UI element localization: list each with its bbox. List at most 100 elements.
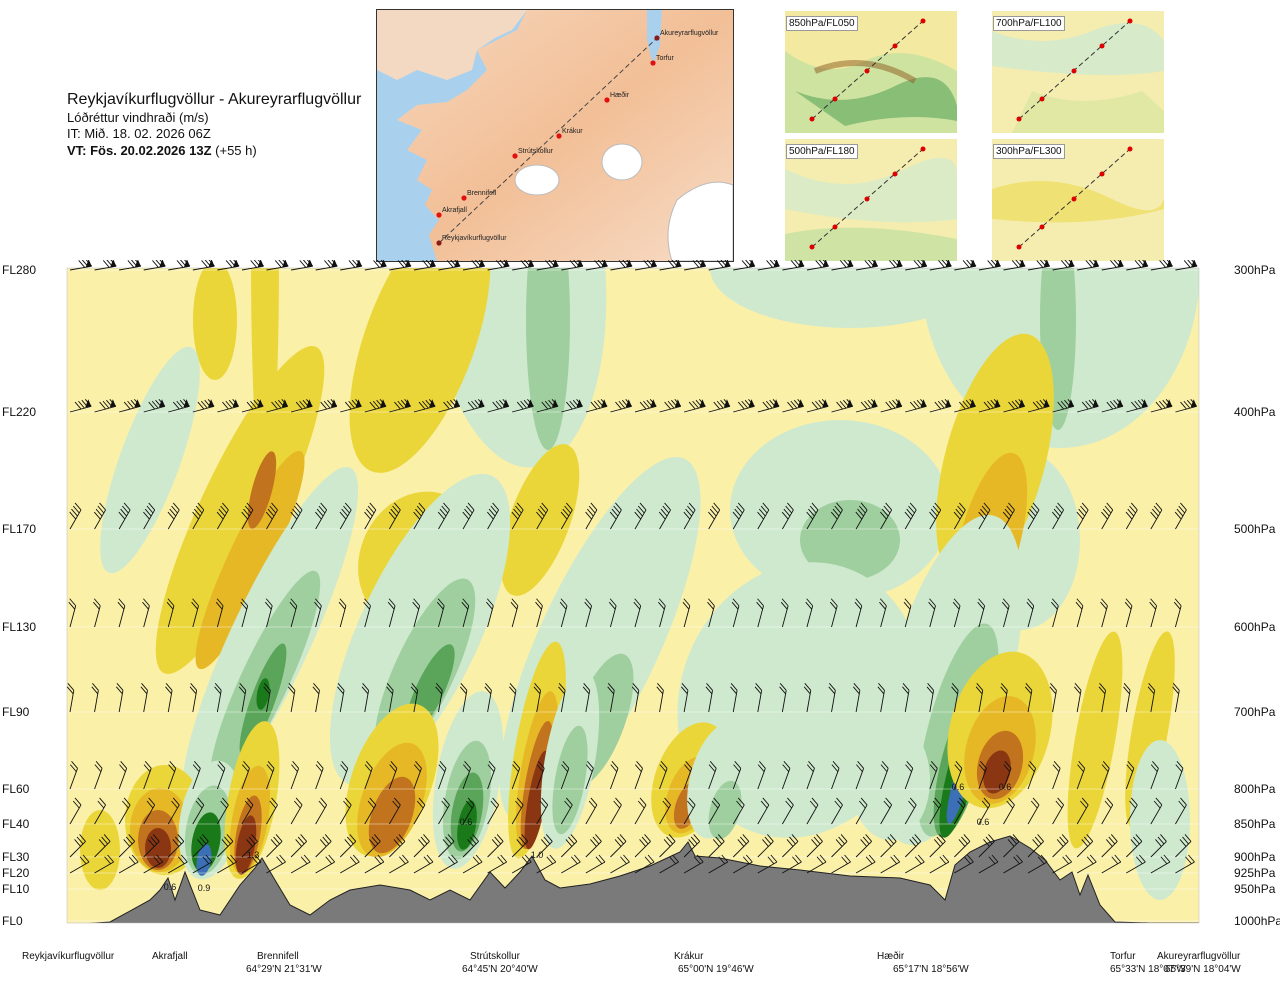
wind-barb <box>94 797 106 825</box>
pressure-level-label: 925hPa <box>1234 866 1276 880</box>
wind-barb <box>241 399 264 413</box>
location-name: Torfur <box>1110 951 1136 962</box>
wind-barb <box>143 502 156 530</box>
wind-barb <box>167 502 180 530</box>
map-waypoint-label: Hæðir <box>610 91 630 99</box>
wind-barb <box>880 834 897 858</box>
wind-barb <box>167 797 180 825</box>
contour-region <box>800 500 900 580</box>
wind-barb <box>69 502 82 530</box>
wind-barb <box>585 834 602 858</box>
wind-barb <box>240 598 249 628</box>
map-waypoint-label: Strútskollur <box>518 148 554 155</box>
mini-map-label: 300hPa/FL300 <box>993 144 1065 159</box>
wind-barb <box>708 761 717 790</box>
wind-barb <box>291 260 314 271</box>
wind-barb <box>340 260 363 271</box>
wind-barb <box>389 854 409 874</box>
wind-barb <box>561 399 583 413</box>
wind-barb <box>659 399 682 413</box>
pressure-level-label: 850hPa <box>1234 817 1276 831</box>
wind-barb <box>1126 854 1146 874</box>
wind-barb <box>315 502 328 530</box>
wind-barb <box>1150 260 1173 271</box>
wind-barb <box>806 834 823 858</box>
wind-barb <box>140 683 148 713</box>
wind-barb <box>1174 502 1187 530</box>
wind-barb <box>830 502 843 530</box>
wind-barb <box>118 834 136 858</box>
wind-barb <box>1076 502 1089 530</box>
wind-barb <box>975 683 984 713</box>
terrain-profile <box>88 835 1199 923</box>
wind-barb <box>340 399 362 413</box>
wind-barb <box>929 399 952 413</box>
wind-barb <box>560 834 578 858</box>
location-coordinate: 65°33'N 18°07'W <box>1110 964 1186 975</box>
wind-barb <box>978 502 991 530</box>
wind-barb <box>339 854 360 874</box>
wind-barb <box>461 598 470 628</box>
wind-barb <box>1101 854 1122 874</box>
wind-barb <box>780 598 789 628</box>
wind-barb <box>1051 598 1059 628</box>
wind-barb <box>954 854 974 874</box>
wind-barb <box>312 683 320 713</box>
wind-barb <box>1101 399 1124 413</box>
pressure-level-label: 800hPa <box>1234 782 1276 796</box>
wind-barb <box>732 502 745 530</box>
wind-barb <box>142 598 150 628</box>
wind-barb <box>1074 683 1082 713</box>
mini-map-300: 300hPa/FL300 <box>992 139 1164 261</box>
wind-barb <box>438 761 447 790</box>
wind-barb <box>610 761 619 790</box>
wind-barb <box>1027 797 1040 825</box>
wind-barb <box>926 683 935 713</box>
wind-barb <box>757 502 770 530</box>
wind-barb <box>462 761 471 790</box>
wind-barb <box>634 797 647 825</box>
wind-barb <box>217 854 237 874</box>
value-label: 0.6 <box>999 782 1012 792</box>
wind-barb <box>69 399 92 413</box>
wind-barb <box>634 761 643 790</box>
wind-barb <box>904 854 925 874</box>
flight-level-label: FL280 <box>2 263 37 277</box>
mini-map-500: 500hPa/FL180 <box>785 139 957 261</box>
wind-barb <box>339 834 357 858</box>
wind-barb <box>634 260 658 271</box>
wind-barb <box>238 683 247 713</box>
wind-barb <box>1077 399 1099 413</box>
wind-barb <box>68 598 77 628</box>
flight-level-label: FL40 <box>2 817 30 831</box>
pressure-level-label: 950hPa <box>1234 882 1276 896</box>
wind-barb <box>608 598 617 628</box>
wind-barb <box>1076 854 1097 874</box>
flight-level-label: FL30 <box>2 850 30 864</box>
wind-barb <box>1052 797 1064 825</box>
wind-barb <box>680 683 689 713</box>
wind-barb <box>363 598 371 628</box>
wind-barb <box>1175 854 1195 874</box>
cross-section-chart: 0.6 0.9 1.3 0.6 1.0 0.6 0.6 0.6 <box>66 260 1200 924</box>
wind-barb <box>94 854 114 874</box>
wind-barb <box>241 260 264 271</box>
wind-barb <box>929 761 938 790</box>
wind-barb <box>659 761 668 790</box>
wind-barb <box>928 598 936 628</box>
wind-barb <box>806 761 815 790</box>
map-waypoint-label: Krákur <box>562 128 583 135</box>
wind-barb <box>929 260 952 271</box>
wind-barb <box>1001 598 1010 628</box>
wind-barb <box>511 761 521 790</box>
wind-barb <box>118 502 131 530</box>
wind-barb <box>634 502 647 530</box>
pressure-level-label: 500hPa <box>1234 522 1276 536</box>
wind-barb <box>831 854 851 874</box>
wind-barb <box>314 598 322 628</box>
wind-barb <box>436 598 445 628</box>
wind-barb <box>1126 260 1149 271</box>
wind-barb <box>241 502 254 530</box>
wind-barb <box>610 834 627 858</box>
wind-barb <box>1027 399 1050 413</box>
